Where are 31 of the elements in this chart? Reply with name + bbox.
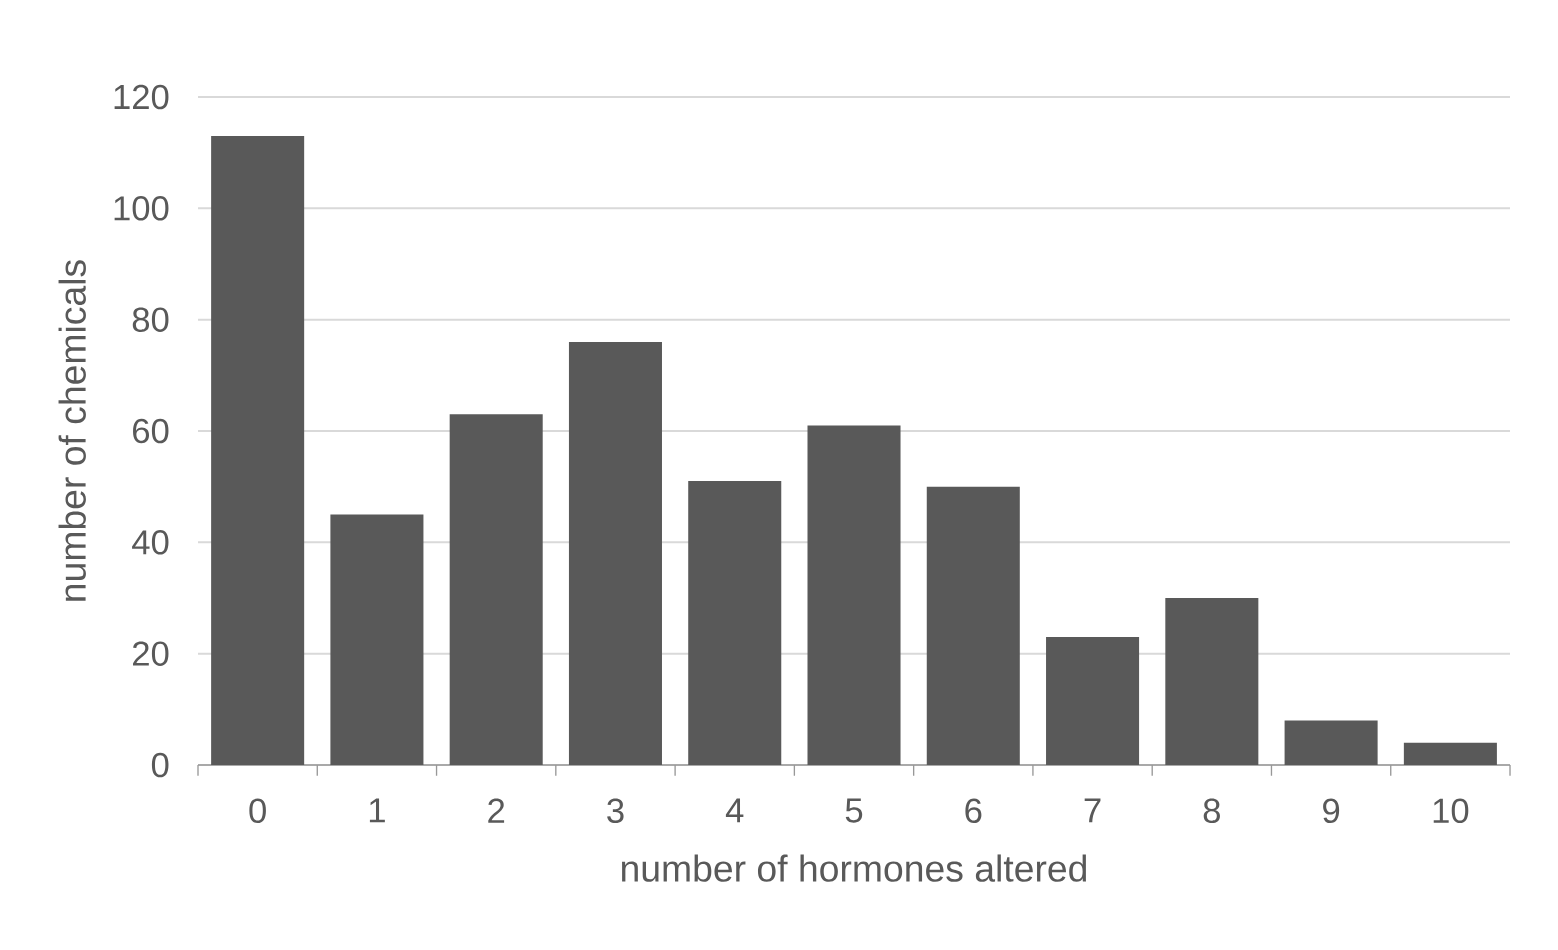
y-tick-label: 80 [132, 307, 169, 332]
x-tick-label: 9 [1323, 798, 1340, 824]
bar [807, 425, 901, 765]
y-tick-label: 0 [151, 752, 169, 778]
x-tick-label: 7 [1084, 798, 1101, 823]
bar [688, 481, 782, 765]
bar [1403, 742, 1497, 765]
y-tick-label: 60 [133, 418, 169, 444]
x-tick-label: 2 [488, 798, 505, 823]
x-tick-label: 5 [845, 798, 863, 823]
y-tick-label: 120 [114, 84, 169, 110]
x-axis-title: number of hormones altered [622, 854, 1087, 882]
y-axis-title: number of chemicals [58, 260, 86, 601]
y-tick-label: 40 [132, 530, 169, 555]
x-tick-label: 1 [369, 798, 385, 823]
bar [926, 486, 1020, 765]
bar [449, 414, 543, 765]
bar [1284, 720, 1378, 765]
bar [1165, 598, 1259, 765]
x-tick-label: 4 [725, 798, 744, 823]
x-tick-label: 3 [607, 798, 624, 824]
y-tick-label: 100 [114, 196, 169, 221]
bar [1046, 636, 1140, 765]
bar [211, 135, 305, 765]
x-tick-label: 0 [249, 798, 266, 824]
bar [330, 514, 424, 765]
x-tick-label: 6 [965, 798, 982, 824]
y-tick-label: 20 [133, 641, 169, 666]
x-tick-label: 8 [1203, 798, 1220, 824]
bar [568, 341, 662, 765]
x-tick-label: 10 [1433, 798, 1469, 824]
